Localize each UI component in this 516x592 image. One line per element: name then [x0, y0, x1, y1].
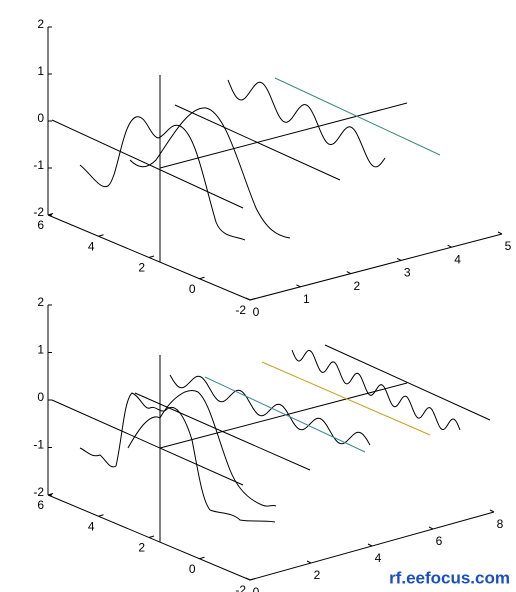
- curve: [291, 349, 461, 431]
- plots: -2 -1 0 1 2 -2 0 2 4 6 0 1 2 3 4 5 -2 -1 0 1 2 -2 0 2 4 6 0 2 4 6 8: [33, 17, 511, 592]
- y-tick-label: 0: [189, 282, 196, 296]
- curve: [274, 77, 441, 156]
- x-tick: [367, 543, 373, 547]
- y-tick-label: 2: [138, 541, 145, 555]
- x-tick-label: 3: [404, 266, 411, 280]
- y-tick-label: 2: [138, 261, 145, 275]
- y-tick: [148, 535, 155, 538]
- x-tick: [245, 577, 251, 581]
- y-tick-label: 6: [37, 498, 44, 512]
- z-tick-label: 0: [37, 111, 44, 125]
- y-tick: [199, 556, 205, 560]
- curve: [169, 374, 371, 446]
- x-tick-label: 0: [253, 585, 260, 592]
- y-tick: [47, 213, 54, 216]
- curve: [79, 116, 246, 241]
- x-tick-label: 0: [253, 305, 260, 319]
- curve: [129, 107, 291, 239]
- z-tick-label: -2: [33, 205, 44, 219]
- z-tick-label: 2: [37, 17, 44, 31]
- x-tick-label: 5: [505, 239, 512, 253]
- y-tick-label: 0: [189, 562, 196, 576]
- x-tick-label: 2: [314, 568, 321, 582]
- watermark: rf.eefocus.com: [389, 568, 510, 587]
- x-tick-label: 8: [497, 517, 504, 531]
- axis-line: [51, 119, 244, 209]
- z-tick-label: 1: [37, 64, 44, 78]
- x-tick: [447, 244, 452, 248]
- z-tick-label: -1: [33, 438, 44, 452]
- curve: [227, 79, 386, 168]
- z-tick-label: 1: [37, 343, 44, 357]
- x-axis: [249, 233, 503, 301]
- x-tick: [489, 509, 495, 513]
- z-tick-label: -1: [33, 158, 44, 172]
- x-tick-label: 6: [436, 534, 443, 548]
- axis-line: [159, 102, 408, 169]
- x-tick-label: 2: [353, 279, 360, 293]
- y-tick: [199, 276, 205, 280]
- z-tick-label: 0: [37, 390, 44, 404]
- x-tick: [396, 257, 402, 261]
- axis-line: [51, 399, 244, 486]
- curve: [79, 392, 276, 523]
- y-tick: [47, 493, 54, 496]
- y-tick-label: 4: [88, 239, 95, 253]
- y-tick: [249, 298, 256, 301]
- curve: [174, 104, 341, 181]
- x-tick-label: 4: [454, 252, 461, 266]
- y-tick-label: -2: [235, 303, 246, 317]
- x-tick: [245, 297, 251, 301]
- curve: [204, 376, 366, 453]
- curve: [127, 390, 277, 507]
- y-tick: [98, 514, 104, 517]
- y-tick-label: -2: [235, 583, 246, 592]
- x-tick: [497, 231, 503, 235]
- curve: [261, 361, 431, 436]
- y-tick: [98, 234, 104, 237]
- curve: [134, 392, 311, 471]
- curve: [324, 344, 491, 421]
- x-tick-label: 4: [375, 551, 382, 565]
- y-tick: [148, 255, 155, 258]
- axis-line: [159, 382, 408, 449]
- y-tick-label: 6: [37, 218, 44, 232]
- x-tick: [428, 526, 434, 530]
- y-tick-label: 4: [88, 519, 95, 533]
- z-tick-label: -2: [33, 485, 44, 499]
- x-tick: [306, 560, 312, 564]
- z-tick-label: 2: [37, 295, 44, 309]
- x-tick-label: 1: [303, 292, 310, 306]
- x-tick: [296, 284, 301, 288]
- y-tick: [249, 578, 256, 581]
- x-tick: [346, 271, 352, 275]
